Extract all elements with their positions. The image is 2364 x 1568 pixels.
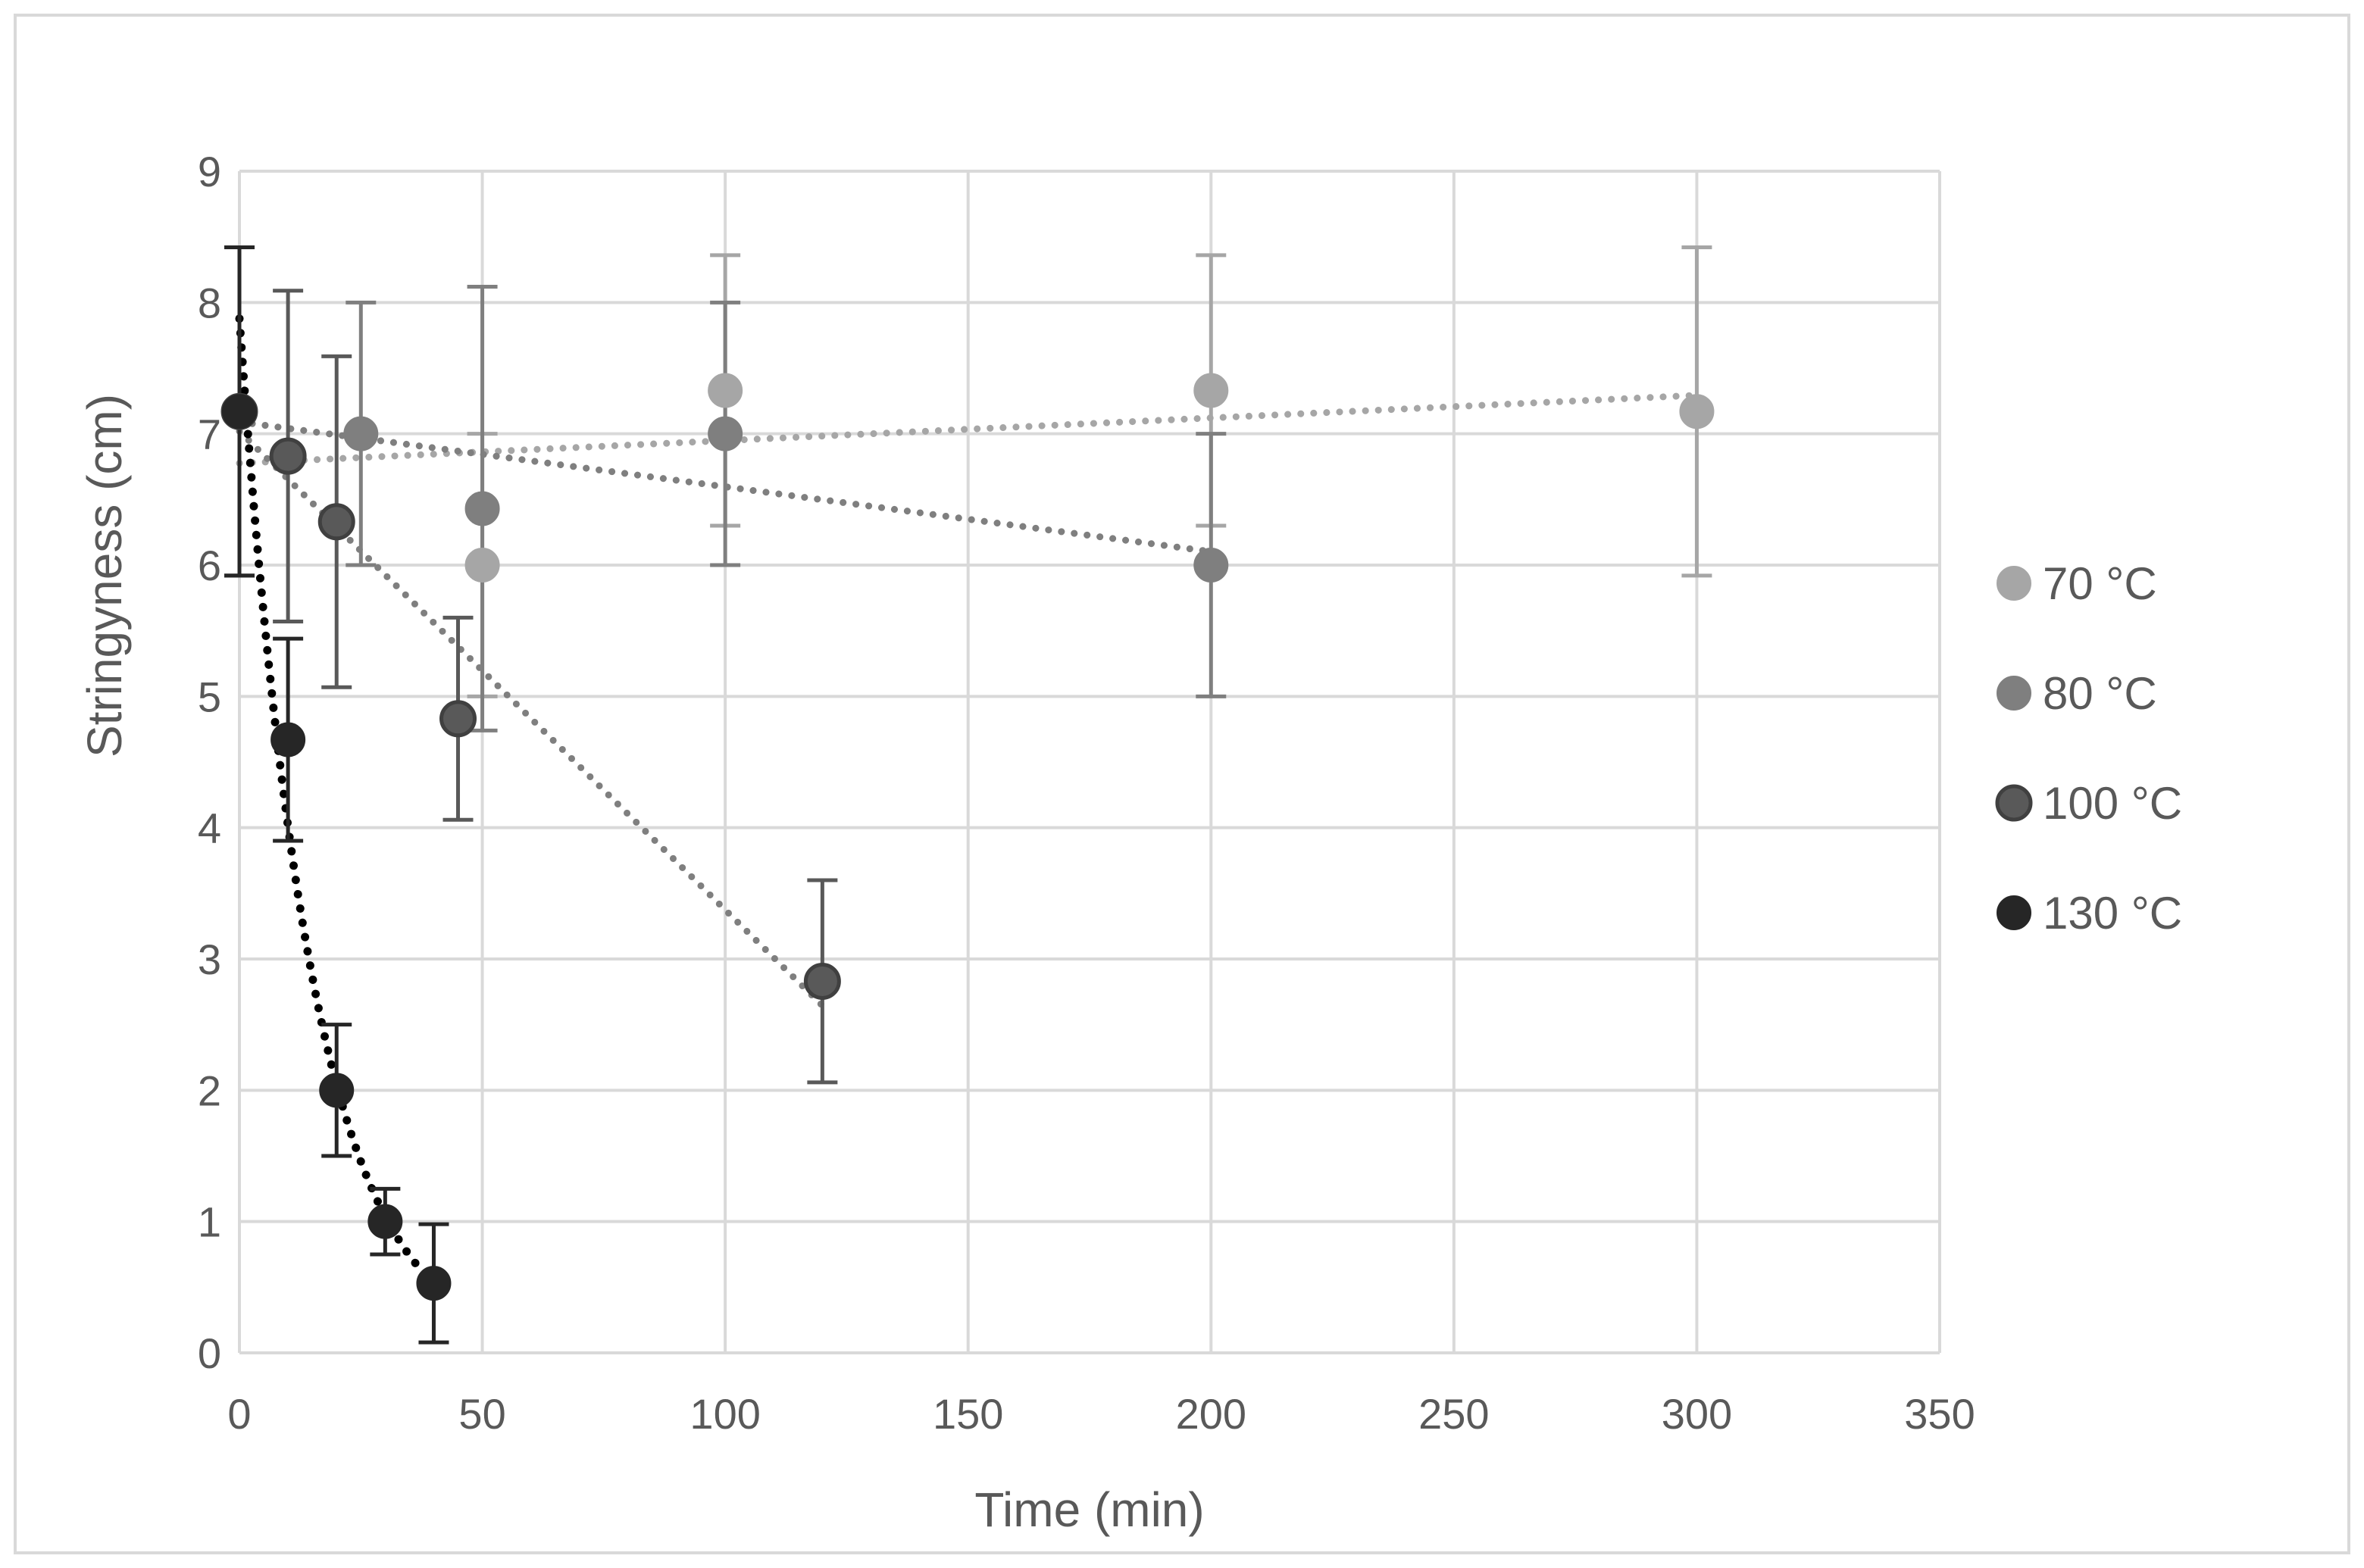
x-axis-title: Time (min)	[974, 1482, 1204, 1537]
y-tick-label: 4	[198, 804, 221, 852]
y-axis-title: Stringyness (cm)	[77, 394, 132, 757]
data-point	[367, 1204, 403, 1239]
x-tick-label: 200	[1176, 1390, 1246, 1438]
legend-label: 100 °C	[2043, 778, 2182, 829]
legend-entry: 80 °C	[1997, 668, 2157, 719]
y-tick-label: 5	[198, 673, 221, 720]
data-point	[222, 394, 257, 429]
data-point	[319, 1073, 355, 1108]
x-tick-label: 150	[933, 1390, 1003, 1438]
data-point	[416, 1266, 452, 1301]
data-point	[1193, 548, 1229, 583]
data-point	[317, 503, 355, 541]
y-tick-label: 0	[198, 1329, 221, 1377]
legend-marker	[1995, 784, 2033, 822]
legend-label: 130 °C	[2043, 888, 2182, 939]
tick-labels: 0 1 2 3 4 5 6 7 8 9 0 50 100 150 200 250 300 350	[198, 148, 1975, 1438]
x-tick-label: 50	[458, 1390, 505, 1438]
data-point	[269, 437, 307, 475]
legend: 70 °C 80 °C 100 °C 130 °C	[1995, 558, 2182, 939]
legend-entry: 70 °C	[1997, 558, 2157, 609]
y-tick-label: 7	[198, 411, 221, 458]
legend-label: 80 °C	[2043, 668, 2157, 719]
y-tick-label: 2	[198, 1067, 221, 1114]
data-point	[439, 700, 477, 738]
x-tick-label: 0	[227, 1390, 251, 1438]
legend-label: 70 °C	[2043, 558, 2157, 609]
y-tick-label: 9	[198, 148, 221, 195]
y-tick-label: 1	[198, 1198, 221, 1246]
data-point	[803, 962, 841, 1000]
y-tick-label: 6	[198, 542, 221, 589]
y-tick-label: 3	[198, 935, 221, 983]
data-point	[464, 491, 500, 526]
data-point	[1679, 394, 1715, 429]
data-point	[708, 416, 743, 451]
data-point	[270, 722, 306, 757]
x-tick-label: 300	[1662, 1390, 1732, 1438]
data-point	[1193, 373, 1229, 408]
x-tick-label: 250	[1418, 1390, 1489, 1438]
x-tick-label: 350	[1904, 1390, 1975, 1438]
legend-entry: 100 °C	[1995, 778, 2182, 829]
legend-marker	[1997, 676, 2031, 711]
data-point	[464, 548, 500, 583]
y-tick-label: 8	[198, 279, 221, 326]
legend-marker	[1997, 895, 2031, 930]
trendline-series-4	[235, 314, 438, 1288]
x-tick-label: 100	[690, 1390, 760, 1438]
legend-entry: 130 °C	[1997, 888, 2182, 939]
data-point	[708, 373, 743, 408]
data-point	[343, 416, 379, 451]
data-points	[220, 373, 1715, 1301]
chart-border	[14, 14, 2350, 1554]
legend-marker	[1997, 566, 2031, 601]
